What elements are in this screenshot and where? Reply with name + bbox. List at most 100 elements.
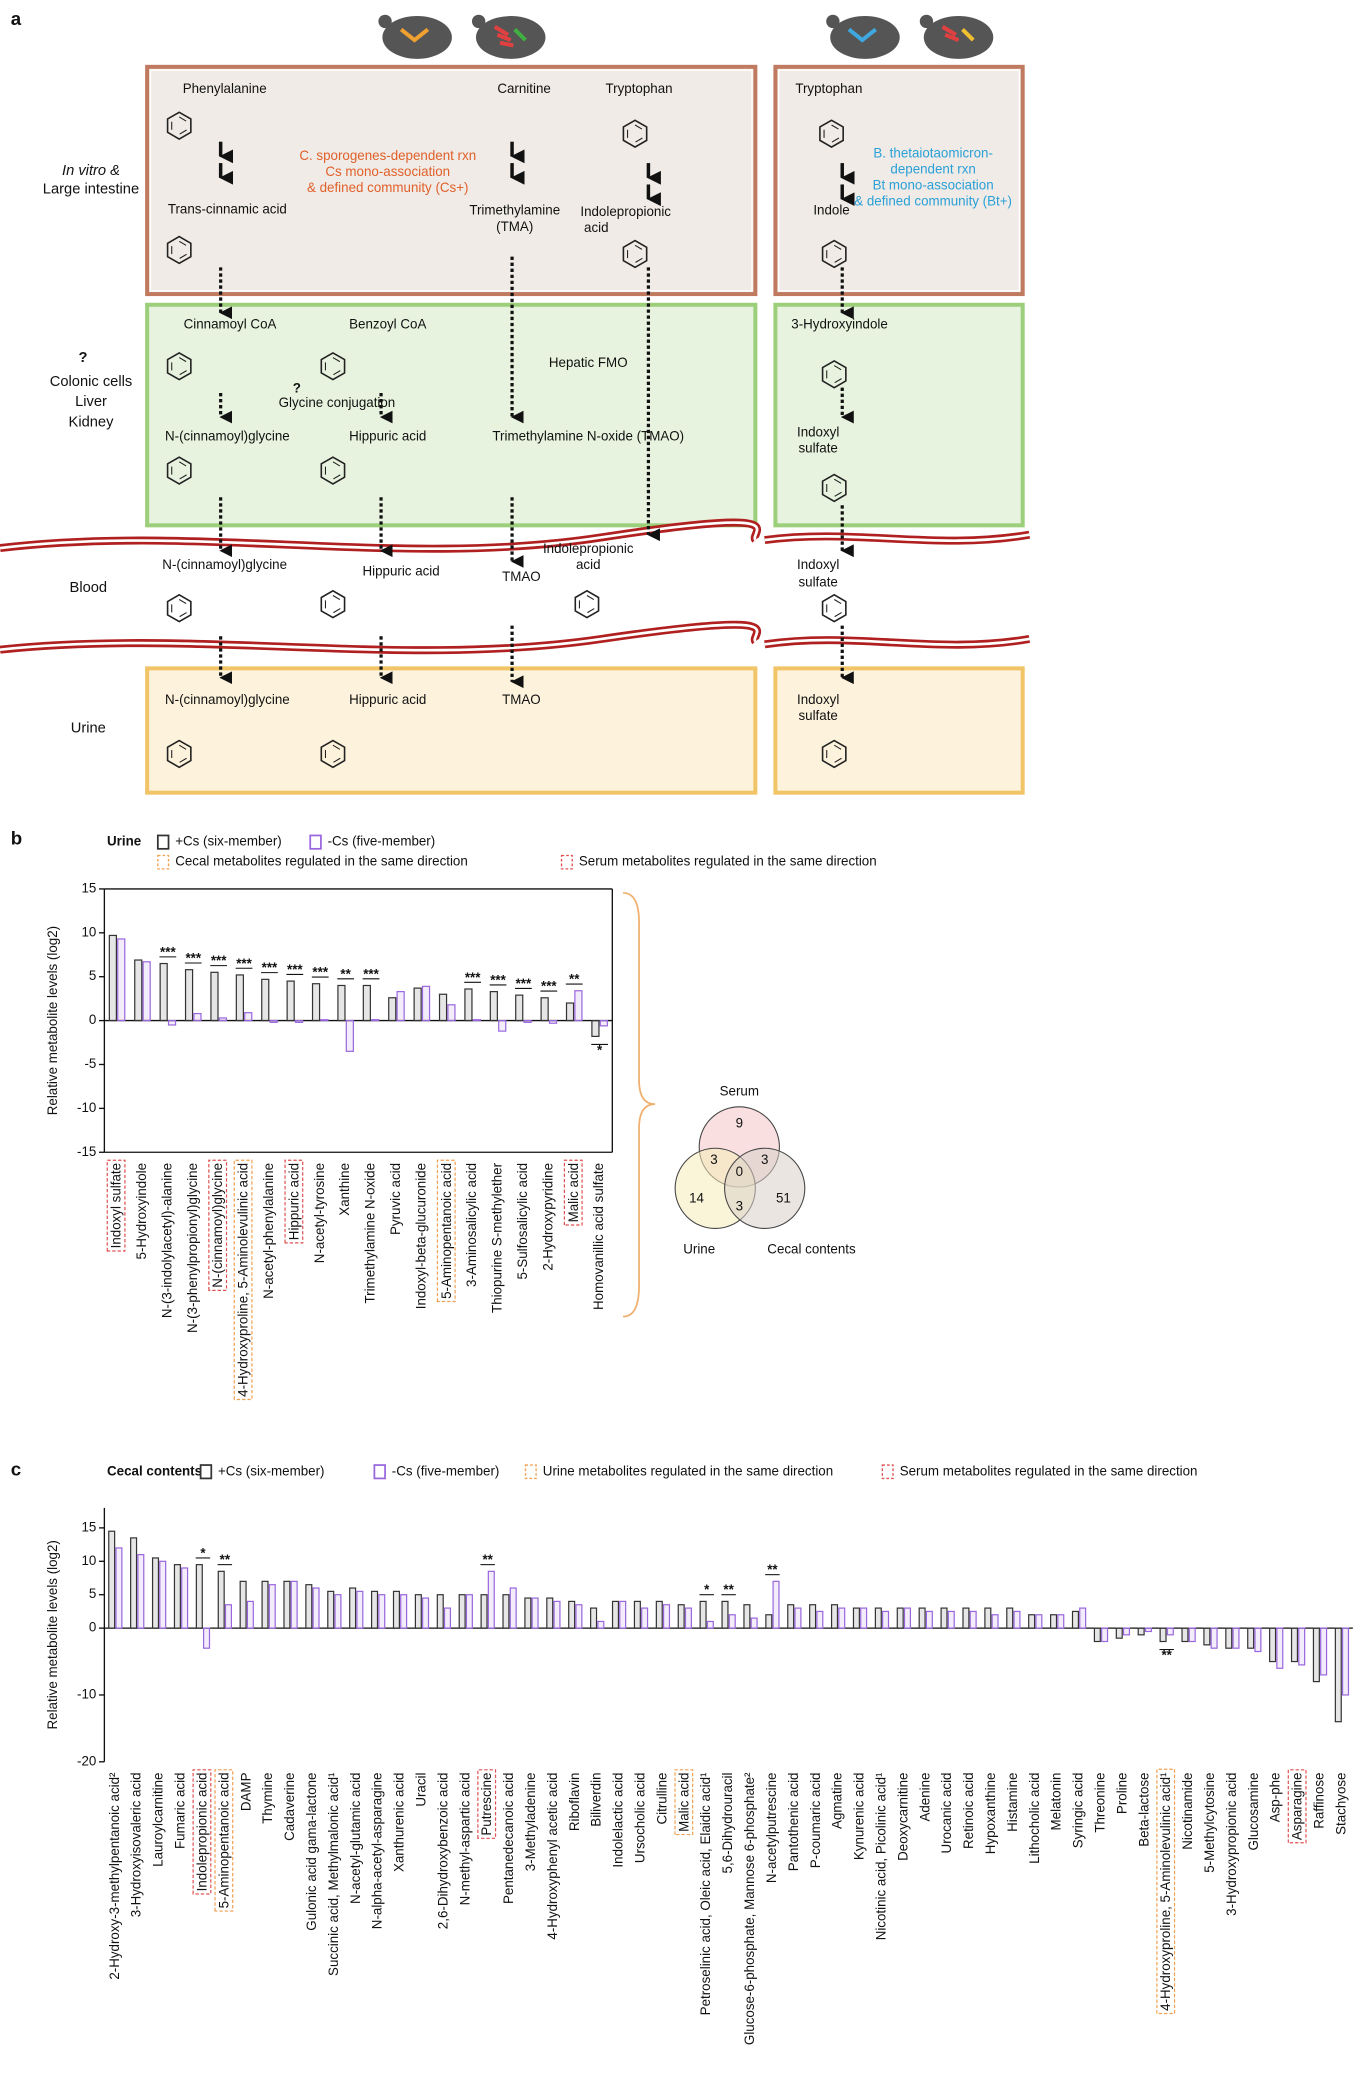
bar: [706, 1620, 714, 1629]
venn-count: 3: [710, 1152, 717, 1167]
cs-note: Cs mono-association: [325, 164, 450, 179]
y-tick-label: 15: [81, 1519, 96, 1534]
bar: [371, 1019, 380, 1022]
legend-label: +Cs (six-member): [218, 1463, 325, 1478]
bar: [524, 1597, 532, 1629]
significance: **: [482, 1552, 493, 1567]
bar: [565, 1002, 575, 1022]
bar: [1341, 1627, 1350, 1696]
label-highlight: [106, 1159, 126, 1252]
metabolite: TMAO: [502, 692, 541, 707]
x-tick-label: 2,6-Dihydroxybenzoic acid: [435, 1773, 450, 1930]
bar: [337, 984, 346, 1022]
x-tick-label: Hippuric acid: [286, 1163, 301, 1240]
venn-set: [724, 1147, 806, 1229]
x-tick-label: 3-Hydroxypropionic acid: [1224, 1773, 1239, 1916]
bar: [1247, 1627, 1255, 1649]
venn-count: 51: [776, 1191, 791, 1206]
row-label: ?: [78, 350, 87, 366]
y-tick-label: -10: [77, 1100, 96, 1115]
bar: [523, 1019, 532, 1023]
x-tick-label: P-coumaric acid: [808, 1773, 823, 1869]
panel-a: a In vitro &: [0, 8, 1031, 795]
bt-note: B. thetaiotaomicron-: [873, 145, 993, 160]
x-tick-label: 2-Hydroxy-3-methylpentanoic acid²: [107, 1772, 122, 1980]
label-highlight: [674, 1769, 694, 1836]
bar: [305, 1584, 313, 1629]
bar: [1334, 1627, 1342, 1723]
y-tick-label: -10: [77, 1687, 96, 1702]
row-label: In vitro &: [62, 163, 120, 179]
metabolite: N-(cinnamoyl)glycine: [165, 692, 290, 707]
legend-swatch: [524, 1464, 537, 1480]
mouse-icons: [378, 14, 994, 59]
y-tick-label: 0: [89, 1012, 96, 1027]
x-tick-label: 4-Hydroxyphenyl acetic acid: [545, 1773, 560, 1940]
label-highlight: [1156, 1768, 1176, 2015]
bar: [662, 1604, 671, 1629]
significance: ***: [465, 970, 481, 985]
bar: [903, 1607, 912, 1629]
bar: [1144, 1627, 1152, 1633]
metabolite: Trimethylamine N-oxide (TMAO): [492, 429, 684, 444]
bracket: [622, 892, 656, 1318]
legend-swatch: [373, 1464, 386, 1480]
bar: [349, 1587, 357, 1629]
bar: [728, 1614, 736, 1629]
bar: [202, 1627, 211, 1649]
significance: ***: [160, 944, 176, 959]
bar: [591, 1019, 600, 1037]
bar: [108, 934, 117, 1022]
bar: [217, 1570, 225, 1629]
bar: [1254, 1627, 1262, 1653]
legend-swatch: [156, 834, 170, 850]
unknown-mark: ?: [293, 381, 301, 396]
metabolite: Indoxyl: [797, 425, 839, 440]
bar: [1101, 1627, 1109, 1643]
metabolite: N-(cinnamoyl)glycine: [162, 557, 287, 572]
bar: [1079, 1607, 1087, 1629]
bar: [575, 1604, 583, 1629]
bar: [1122, 1627, 1131, 1636]
label-highlight: [436, 1159, 456, 1303]
x-tick-label: Malic acid: [566, 1163, 581, 1222]
bar: [1057, 1614, 1065, 1629]
bt-note: Bt mono-association: [873, 177, 994, 192]
bar: [362, 984, 371, 1022]
bar: [290, 1580, 298, 1629]
bar: [816, 1610, 824, 1629]
bar: [458, 1594, 466, 1629]
significance: ***: [516, 976, 532, 991]
bar: [925, 1610, 933, 1629]
x-tick-label: Pantothenic acid: [786, 1773, 801, 1872]
venn-label: Serum: [720, 1084, 759, 1099]
metabolite: acid: [584, 220, 609, 235]
bar: [1181, 1627, 1189, 1643]
bar: [896, 1607, 904, 1629]
significance: ***: [287, 962, 303, 977]
bar: [1071, 1610, 1080, 1629]
x-tick-label: N-acetyl-tyrosine: [312, 1163, 327, 1263]
bar: [244, 1012, 253, 1022]
bar: [540, 997, 549, 1022]
bar: [356, 1590, 364, 1629]
bar: [619, 1600, 627, 1629]
bar: [130, 1537, 138, 1629]
bar: [447, 1004, 456, 1022]
x-tick-label: Thiopurine S-methylether: [490, 1162, 505, 1313]
bar: [750, 1617, 758, 1629]
significance: *: [704, 1582, 710, 1597]
x-tick-label: Histamine: [1005, 1773, 1020, 1832]
metabolite: acid: [576, 557, 601, 572]
metabolite: sulfate: [798, 574, 837, 589]
metabolite: Indoxyl: [797, 557, 839, 572]
bar: [269, 1019, 278, 1023]
bar: [235, 974, 244, 1022]
bt-note: & defined community (Bt+): [854, 193, 1012, 208]
significance: ***: [185, 951, 201, 966]
metabolite: Carnitine: [497, 81, 550, 96]
x-tick-label: Indoxyl-beta-glucuronide: [413, 1163, 428, 1309]
x-tick-label: Xanthurenic acid: [392, 1773, 407, 1873]
bar: [1188, 1627, 1196, 1643]
x-tick-label: Kynurenic acid: [852, 1773, 867, 1861]
